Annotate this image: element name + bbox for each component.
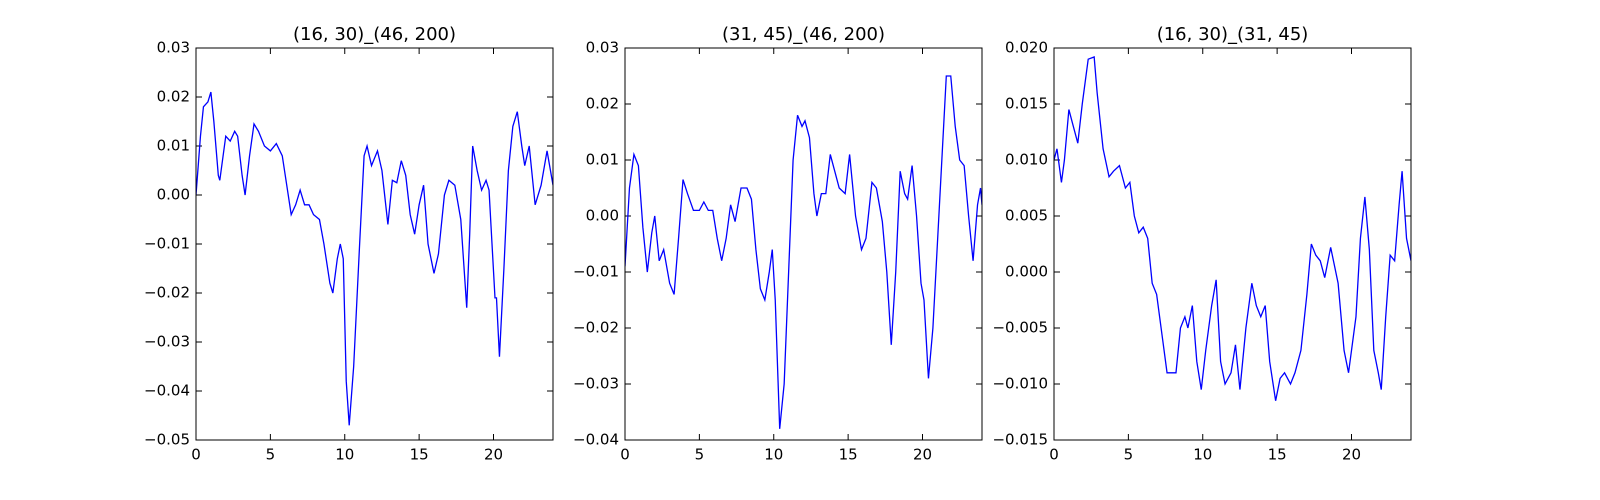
y-tick-label: 0.02 (157, 88, 190, 106)
x-tick-label: 15 (839, 446, 858, 464)
x-tick-label: 20 (484, 446, 503, 464)
data-line (196, 91, 553, 426)
y-tick-label: 0.01 (157, 137, 190, 155)
axes-frame (1053, 47, 1412, 441)
x-tick-label: 0 (191, 446, 201, 464)
y-tick-label: −0.04 (144, 382, 190, 400)
x-tick-label: 10 (764, 446, 783, 464)
y-tick-label: −0.005 (992, 319, 1048, 337)
x-tick-label: 5 (695, 446, 705, 464)
x-tick-label: 20 (1342, 446, 1361, 464)
x-tick-label: 10 (1193, 446, 1212, 464)
data-line (625, 75, 982, 429)
x-tick-label: 5 (266, 446, 276, 464)
y-tick-label: −0.01 (144, 235, 190, 253)
x-tick-label: 15 (410, 446, 429, 464)
panel-title: (16, 30)_(31, 45) (1157, 24, 1309, 45)
x-tick-label: 0 (620, 446, 630, 464)
y-tick-label: 0.02 (586, 95, 619, 113)
y-tick-label: −0.03 (144, 333, 190, 351)
y-tick-label: −0.02 (144, 284, 190, 302)
axes-frame (195, 47, 554, 441)
y-tick-label: 0.010 (1005, 151, 1048, 169)
x-tick-label: 20 (913, 446, 932, 464)
y-tick-label: 0.005 (1005, 207, 1048, 225)
y-tick-label: 0.00 (157, 186, 190, 204)
data-line (1054, 56, 1411, 401)
y-tick-label: 0.020 (1005, 39, 1048, 57)
y-tick-label: 0.000 (1005, 263, 1048, 281)
y-tick-label: −0.02 (573, 319, 619, 337)
y-tick-label: −0.01 (573, 263, 619, 281)
x-tick-label: 10 (335, 446, 354, 464)
y-tick-label: 0.00 (586, 207, 619, 225)
x-tick-label: 15 (1268, 446, 1287, 464)
axes-frame (624, 47, 983, 441)
panel-title: (16, 30)_(46, 200) (293, 24, 456, 45)
y-tick-label: −0.010 (992, 375, 1048, 393)
y-tick-label: 0.01 (586, 151, 619, 169)
panel-title: (31, 45)_(46, 200) (722, 24, 885, 45)
y-tick-label: −0.03 (573, 375, 619, 393)
y-tick-label: −0.04 (573, 431, 619, 449)
x-tick-label: 5 (1124, 446, 1134, 464)
x-tick-label: 0 (1049, 446, 1059, 464)
y-tick-label: 0.03 (157, 39, 190, 57)
y-tick-label: 0.03 (586, 39, 619, 57)
y-tick-label: 0.015 (1005, 95, 1048, 113)
y-tick-label: −0.05 (144, 431, 190, 449)
y-tick-label: −0.015 (992, 431, 1048, 449)
